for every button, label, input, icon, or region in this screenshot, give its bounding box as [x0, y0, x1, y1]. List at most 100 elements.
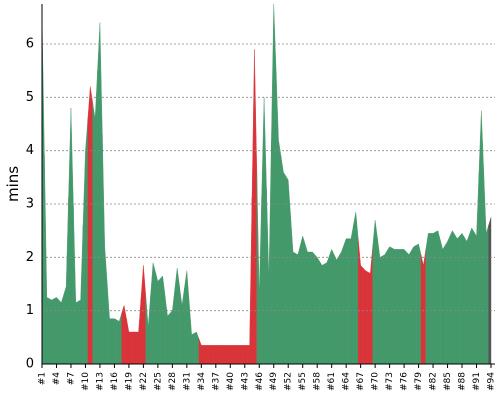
x-tick-label: #94: [487, 372, 497, 391]
area-segment: [140, 265, 147, 365]
area-segment: [106, 282, 113, 365]
area-segment: [406, 249, 412, 365]
area-segment: [372, 219, 378, 365]
x-tick-label: #76: [400, 372, 410, 391]
area-segment: [222, 345, 229, 365]
area-segment: [425, 233, 431, 365]
x-tick-label: #34: [197, 372, 207, 391]
area-segment: [150, 262, 156, 365]
x-tick-label: #37: [211, 372, 221, 391]
x-tick-label: #16: [110, 372, 120, 391]
x-tick-label: #70: [371, 372, 381, 391]
x-tick-label: #7: [66, 372, 76, 385]
area-segment: [82, 118, 89, 365]
area-segment: [251, 49, 258, 365]
area-segment: [415, 243, 422, 365]
area-segment: [92, 70, 98, 365]
x-tick-label: #85: [443, 372, 453, 391]
x-tick-label: #4: [52, 372, 62, 386]
area-segment: [338, 245, 344, 365]
area-segment: [116, 313, 122, 365]
area-segment: [454, 233, 460, 365]
area-segment: [435, 230, 441, 365]
area-segment: [145, 294, 151, 365]
area-segment: [367, 246, 373, 365]
x-tick-label: #61: [327, 372, 337, 391]
area-segment: [469, 227, 475, 365]
area-segment: [362, 267, 369, 365]
x-tick-label: #22: [139, 372, 149, 391]
area-segment: [300, 235, 306, 365]
area-segment: [280, 155, 287, 365]
area-segment: [324, 255, 330, 365]
area-segment: [179, 286, 185, 365]
area-segment: [246, 197, 253, 365]
area-segment: [97, 22, 103, 365]
x-tick-label: #88: [458, 372, 468, 391]
area-segment: [174, 267, 180, 365]
y-tick-label: 1: [26, 303, 34, 318]
area-segment: [411, 244, 417, 365]
x-tick-label: #64: [342, 372, 352, 391]
x-tick-label: #10: [81, 372, 91, 391]
area-segment: [203, 345, 209, 365]
area-segment: [353, 211, 359, 365]
area-segment: [73, 205, 79, 365]
area-segment: [49, 298, 55, 365]
area-segment: [198, 338, 204, 365]
area-segment: [391, 247, 398, 365]
area-segment: [164, 295, 171, 365]
x-tick-label: #73: [385, 372, 395, 391]
area-segment: [242, 345, 248, 365]
x-tick-label: #49: [269, 372, 279, 391]
x-tick-label: #46: [255, 372, 265, 391]
area-segment: [271, 3, 277, 365]
area-segment: [440, 239, 446, 365]
x-tick-label: #58: [313, 372, 323, 391]
area-segment: [256, 171, 262, 365]
y-tick-label: 2: [26, 250, 34, 265]
x-tick-label: #40: [226, 372, 236, 391]
area-segment: [319, 260, 325, 365]
area-segment: [488, 217, 492, 365]
x-tick-label: #19: [124, 372, 134, 391]
area-segment: [213, 345, 219, 365]
area-segment: [295, 245, 301, 365]
area-segment: [290, 215, 296, 365]
x-tick-label: #55: [298, 372, 308, 391]
area-segment: [218, 345, 224, 365]
area-segment: [193, 331, 200, 365]
area-segment: [232, 345, 238, 365]
area-segment: [126, 318, 132, 365]
area-segment: [78, 225, 84, 365]
area-segment: [131, 331, 137, 365]
y-tick-label: 0: [26, 357, 34, 372]
area-segment: [329, 248, 335, 365]
x-tick-label: #52: [284, 372, 294, 391]
area-segment: [473, 173, 480, 365]
area-segment: [184, 270, 190, 365]
area-segment: [314, 254, 320, 365]
area-segment: [333, 254, 340, 365]
x-tick-label: #91: [472, 372, 482, 391]
area-segment: [459, 232, 465, 365]
area-segment: [208, 345, 214, 365]
x-tick-label: #25: [153, 372, 163, 391]
area-segment: [87, 86, 93, 365]
y-tick-label: 6: [26, 37, 34, 52]
x-tick-label: #13: [95, 372, 105, 391]
area-segment: [227, 345, 233, 365]
area-segment: [266, 141, 272, 365]
y-tick-label: 4: [26, 143, 34, 158]
area-segment: [275, 71, 282, 365]
x-tick-label: #31: [182, 372, 192, 391]
area-segment: [102, 134, 108, 365]
area-segment: [63, 197, 69, 365]
area-segment: [304, 243, 311, 365]
x-tick-label: #28: [168, 372, 178, 391]
area-segment: [483, 171, 489, 365]
area-segment: [444, 235, 451, 365]
area-segment: [58, 294, 64, 365]
area-segment: [396, 249, 402, 365]
